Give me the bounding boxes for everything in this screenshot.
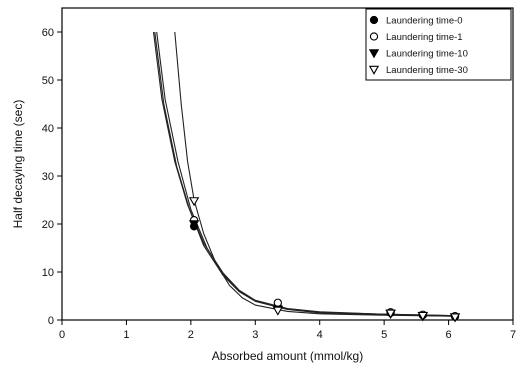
y-axis-title: Half decaying time (sec) <box>11 100 25 229</box>
data-point <box>385 309 396 319</box>
data-point <box>188 197 200 207</box>
x-tick-label: 4 <box>317 329 323 341</box>
data-points <box>188 197 461 323</box>
data-point <box>188 220 200 230</box>
x-tick-label: 6 <box>446 329 452 341</box>
fit-curves <box>152 31 456 317</box>
x-tick-label: 2 <box>188 329 194 341</box>
x-axis: 0 1 2 3 4 5 6 7 <box>59 320 516 341</box>
y-tick-label: 60 <box>42 27 54 39</box>
legend-marker <box>369 32 379 41</box>
legend-label: Laundering time-10 <box>386 49 468 60</box>
legend-marker <box>368 49 380 59</box>
data-point <box>272 306 283 316</box>
y-axis: 0 10 20 30 40 50 60 <box>42 27 62 327</box>
fit-curve <box>152 31 456 317</box>
x-tick-label: 0 <box>59 329 65 341</box>
y-tick-label: 0 <box>48 315 54 327</box>
x-tick-label: 7 <box>510 329 516 341</box>
x-tick-label: 1 <box>123 329 129 341</box>
y-tick-label: 20 <box>42 219 54 231</box>
legend-label: Laundering time-1 <box>386 32 463 43</box>
plot-area-border <box>61 7 514 321</box>
data-point <box>273 298 282 307</box>
legend: Laundering time-0 Laundering time-1 Launde… <box>365 8 512 81</box>
y-tick-label: 10 <box>42 267 54 279</box>
legend-label: Laundering time-0 <box>386 16 463 27</box>
x-axis-title: Absorbed amount (mmol/kg) <box>212 349 363 363</box>
data-point <box>417 311 428 321</box>
legend-marker <box>369 15 379 25</box>
y-tick-label: 30 <box>42 171 54 183</box>
x-tick-label: 5 <box>381 329 387 341</box>
legend-label: Laundering time-30 <box>386 65 468 76</box>
y-tick-label: 50 <box>42 75 54 87</box>
fit-curve <box>174 31 456 317</box>
legend-marker <box>368 65 380 75</box>
fit-curve <box>154 31 456 317</box>
data-point <box>449 313 461 323</box>
legend-box <box>365 8 512 81</box>
x-tick-label: 3 <box>252 329 258 341</box>
y-tick-label: 40 <box>42 123 54 135</box>
plot-frame <box>61 7 514 321</box>
